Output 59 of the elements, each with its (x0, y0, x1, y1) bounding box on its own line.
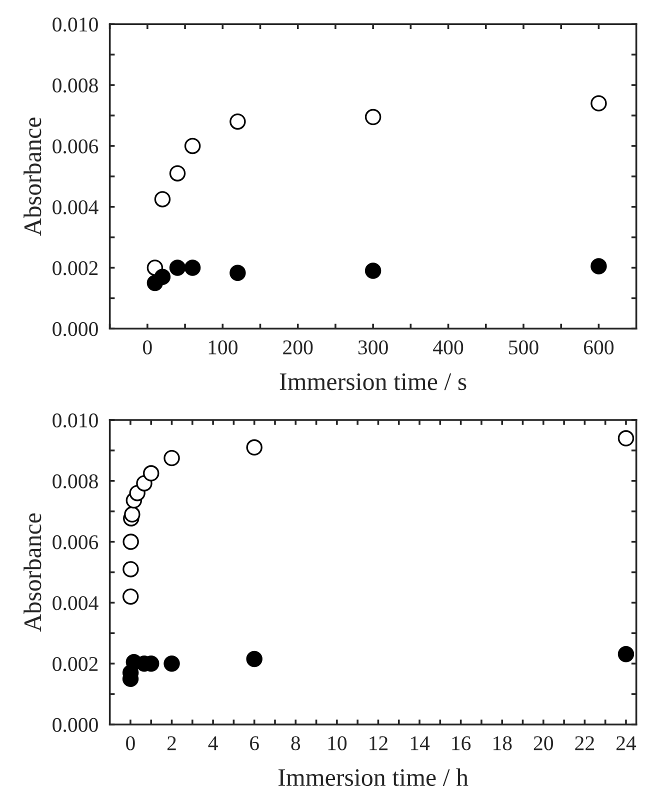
point (154, 191, 171, 208)
point (230, 264, 246, 282)
x-tick-label: 400 (433, 340, 464, 354)
y-tick-label: 0.004 (52, 200, 98, 214)
x-tick-label: 500 (509, 340, 538, 354)
x-tick-label: 0 (126, 736, 135, 750)
y-tick-label: 0.000 (52, 718, 98, 732)
point (618, 430, 634, 446)
x-tick-label: 14 (410, 736, 430, 750)
x-tick-label: 8 (291, 736, 300, 750)
x-tick-label: 10 (328, 736, 347, 750)
x-tick-label: 2 (167, 736, 176, 750)
point (246, 650, 262, 668)
y-tick-label: 0.006 (52, 139, 98, 154)
y-tick-label: 0.008 (52, 474, 98, 488)
y-tick-label: 0.002 (52, 261, 98, 276)
point (169, 260, 186, 276)
x-tick-label: 24 (616, 736, 636, 750)
point (364, 262, 382, 279)
x-tick-label: 4 (208, 736, 218, 750)
x-tick-label: 22 (575, 736, 594, 750)
point (122, 534, 139, 550)
y-axis-title: Absorbance (24, 118, 42, 236)
point (590, 95, 607, 112)
x-tick-label: 16 (452, 736, 471, 750)
point (154, 268, 171, 286)
y-tick-label: 0.002 (52, 656, 98, 672)
point (184, 138, 201, 154)
x-tick-label: 18 (494, 736, 512, 750)
point (618, 646, 634, 662)
x-tick-label: 0 (143, 340, 152, 354)
y-tick-label: 0.006 (52, 535, 98, 550)
point (164, 655, 180, 672)
x-tick-label: 300 (358, 340, 388, 354)
x-axis-title: Immersion time / s (280, 373, 466, 390)
x-axis-title: Immersion time / h (278, 768, 468, 786)
point (169, 165, 186, 182)
x-tick-label: 12 (370, 736, 388, 750)
x-tick-label: 20 (534, 736, 554, 750)
x-tick-label: 6 (250, 736, 259, 750)
y-tick-label: 0.010 (52, 413, 98, 428)
y-tick-label: 0.008 (52, 78, 98, 93)
x-tick-label: 200 (283, 340, 313, 354)
point (590, 258, 607, 274)
y-tick-label: 0.010 (52, 18, 98, 32)
point (122, 561, 139, 578)
point (230, 113, 246, 130)
y-tick-label: 0.004 (52, 596, 98, 610)
y-axis-title: Absorbance (24, 513, 42, 632)
point (184, 260, 201, 276)
x-tick-label: 100 (208, 340, 238, 354)
y-tick-label: 0.000 (52, 322, 98, 336)
point (246, 439, 262, 456)
point (142, 465, 160, 482)
point (122, 588, 139, 605)
point (164, 450, 180, 466)
point (364, 108, 382, 126)
x-tick-label: 600 (584, 340, 614, 354)
point (124, 506, 140, 523)
